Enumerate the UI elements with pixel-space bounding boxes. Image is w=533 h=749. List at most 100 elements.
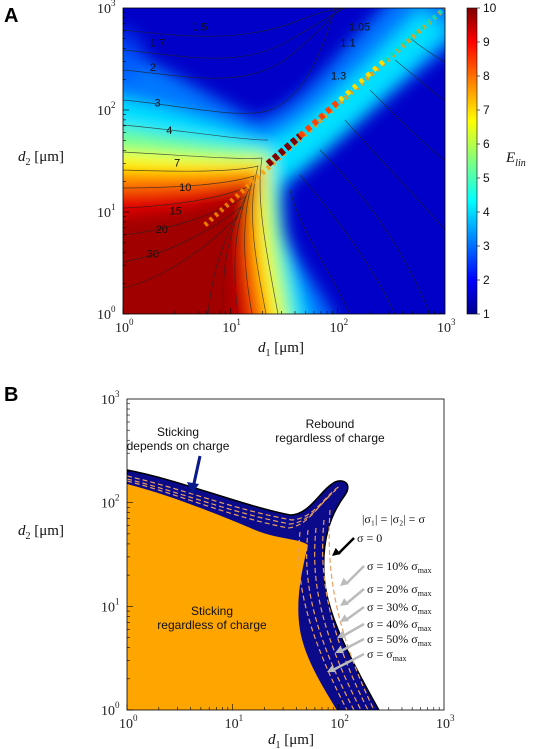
sigma-annotation: σ = 30% σmax — [340, 600, 431, 622]
contour-lines — [123, 8, 445, 314]
contour-label: 1.05 — [349, 22, 370, 34]
sigma-arrowhead — [340, 598, 349, 606]
y-tick-label: 102 — [97, 100, 116, 119]
colorbar-scale — [466, 7, 478, 315]
contour-label: 15 — [170, 205, 182, 217]
plot-b-ylabel: d2 [μm] — [18, 523, 64, 542]
x-tick-label: 102 — [330, 317, 349, 336]
regime-map — [127, 399, 444, 710]
colorbar-tick-label: 2 — [483, 273, 490, 287]
sticking-depends-arrow — [187, 455, 202, 494]
colorbar-tick-label: 3 — [483, 239, 490, 253]
region-label-sticking-depends-line1: Sticking — [157, 425, 199, 439]
colorbar-tick-label: 10 — [483, 1, 497, 15]
colorbar-tick-label: 6 — [483, 137, 490, 151]
sigma-annotation: σ = 0 — [332, 531, 382, 556]
sigma-annotation: σ = 10% σmax — [340, 559, 431, 586]
contour-label: 1.5 — [192, 22, 207, 34]
y-tick-label: 100 — [97, 304, 116, 323]
region-label-sticking-depends-line2: depends on charge — [127, 439, 230, 453]
region-label-sticking-line2: regardless of charge — [157, 618, 267, 632]
sigma-arrow — [340, 637, 365, 653]
contour-label: 4 — [166, 125, 172, 137]
sigma-annotation: σ = 50% σmax — [335, 632, 431, 654]
colorbar-tick-label: 4 — [483, 205, 490, 219]
sigma-label: σ = 40% σmax — [367, 617, 431, 633]
sigma-arrowhead — [337, 630, 346, 638]
y-tick-label: 101 — [101, 596, 120, 615]
sigma-annotation: σ = 40% σmax — [337, 617, 431, 638]
contour-label: 1.3 — [331, 70, 346, 82]
y-tick-label: 100 — [101, 700, 120, 719]
contour-label: 3 — [155, 98, 161, 110]
region-label-sticking-line1: Sticking — [191, 604, 233, 618]
contour-label: 1.7 — [150, 37, 165, 49]
sigma-label: σ = σmax — [367, 647, 407, 663]
sigma-arrow — [345, 588, 365, 605]
sigma-label: σ = 50% σmax — [367, 632, 431, 648]
y-tick-label: 102 — [101, 493, 120, 512]
sticking-region — [127, 484, 337, 710]
region-labels: Sticking depends on charge Rebound regar… — [127, 417, 385, 632]
sigma-annotation: σ = σmax — [327, 647, 407, 673]
colorbar-tick-label: 5 — [483, 171, 490, 185]
plot-a-xlabel: d1 [μm] — [258, 340, 304, 359]
sigma-arrow — [345, 605, 365, 622]
contour-label: 1.1 — [340, 37, 355, 49]
contour-label: 20 — [156, 224, 168, 236]
heatmap-color-field — [123, 8, 445, 314]
x-tick-label: 101 — [225, 713, 244, 732]
sigma-arrowhead — [340, 614, 349, 622]
plot-b-ticks: 100 101 102 103 100 101 102 103 — [101, 389, 455, 732]
y-tick-label: 103 — [97, 0, 116, 17]
y-tick-label: 101 — [97, 202, 116, 221]
plot-a-ylabel: d2 [μm] — [18, 149, 64, 168]
sigma-label: σ = 30% σmax — [367, 600, 431, 616]
panel-a: A — [4, 0, 526, 359]
plot-a-frame — [122, 7, 446, 315]
panel-a-letter: A — [4, 5, 18, 27]
x-tick-label: 102 — [330, 713, 349, 732]
x-tick-label: 103 — [436, 713, 455, 732]
sigma-relation: |σ₁| = |σ₂| = σ — [362, 512, 425, 526]
sigma-label: σ = 10% σmax — [367, 559, 431, 575]
sigma-annotation: σ = 20% σmax — [340, 582, 431, 606]
plot-b-frame — [126, 398, 445, 711]
sigma-arrowhead — [332, 547, 341, 556]
sigma-label: σ = 0 — [357, 531, 382, 545]
sigma-arrowhead — [335, 645, 344, 654]
sigma-label: σ = 20% σmax — [367, 582, 431, 598]
contour-label: 10 — [179, 182, 191, 194]
sigma-arrowhead — [327, 664, 336, 673]
x-tick-label: 100 — [119, 713, 138, 732]
sigma-arrow — [332, 652, 365, 672]
region-label-rebound-line2: regardless of charge — [275, 431, 385, 445]
x-tick-label: 100 — [115, 317, 134, 336]
colorbar: 1 2 3 4 5 6 7 8 9 10 Elin — [466, 1, 526, 321]
sigma-contours — [127, 475, 375, 710]
colorbar-tick-label: 9 — [483, 35, 490, 49]
colorbar-tick-label: 1 — [483, 307, 490, 321]
sigma-arrow — [342, 622, 365, 638]
contour-label: 30 — [147, 248, 159, 260]
sigma-arrowhead — [340, 577, 349, 586]
sigma-annotations: σ = 0 σ = 10% σmax σ = 20% σmax σ = 30% σma… — [327, 531, 431, 673]
colorbar-ticks: 1 2 3 4 5 6 7 8 9 10 — [477, 1, 497, 321]
plot-b-xlabel: d1 [μm] — [268, 732, 314, 749]
x-tick-label: 101 — [222, 317, 241, 336]
region-label-rebound-line1: Rebound — [306, 417, 355, 431]
panel-b: B 100 101 102 103 100 101 102 103 d2 [μm] d1 [μ… — [4, 384, 455, 749]
colorbar-tick-label: 8 — [483, 69, 490, 83]
colorbar-tick-label: 7 — [483, 103, 490, 117]
x-tick-label: 103 — [437, 317, 456, 336]
panel-b-letter: B — [4, 384, 18, 406]
diagonal-resonance — [203, 8, 445, 227]
sigma-arrow — [337, 537, 355, 555]
sigma-arrow — [345, 565, 365, 585]
colorbar-label: Elin — [505, 150, 526, 169]
contour-label: 7 — [174, 157, 180, 169]
